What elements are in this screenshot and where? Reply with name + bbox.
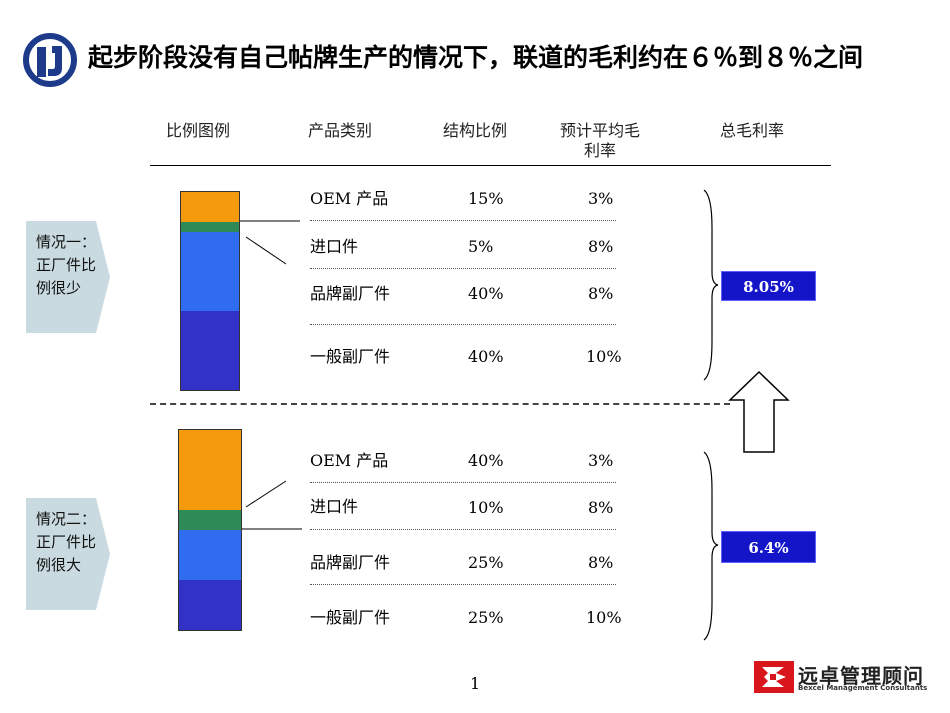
s1-row1-margin: 3% bbox=[588, 189, 614, 208]
scenario1-label-arrow bbox=[26, 221, 110, 333]
scenario1-segment-general bbox=[181, 311, 239, 390]
s1-row3-share: 40% bbox=[468, 284, 504, 303]
scenario1-bracket bbox=[703, 189, 719, 381]
header-margin-line1: 预计平均毛 bbox=[559, 121, 640, 140]
scenario2-total: 6.4% bbox=[721, 531, 816, 563]
page-title: 起步阶段没有自己帖牌生产的情况下，联道的毛利约在６％到８％之间 bbox=[88, 43, 864, 72]
scenario2-label-arrow bbox=[26, 498, 110, 610]
scenario1-stacked-bar bbox=[180, 191, 240, 391]
scenario2-segment-brand bbox=[179, 530, 241, 580]
scenario1-label-text: 情况一：正厂件比例很少 bbox=[36, 233, 97, 297]
brand-name-en: Bexcel Management Consultants bbox=[798, 684, 928, 692]
scenario2-stacked-bar bbox=[178, 429, 242, 631]
scenario1-total: 8.05% bbox=[721, 271, 816, 301]
s1-row4-share: 40% bbox=[468, 347, 504, 366]
brand-logo-icon bbox=[754, 661, 794, 693]
scenario2-label: 情况二：正厂件比例很大 bbox=[26, 498, 110, 610]
s1-row4-margin: 10% bbox=[586, 347, 622, 366]
scenario2-segment-general bbox=[179, 580, 241, 630]
header-category: 产品类别 bbox=[308, 121, 373, 140]
scenario1-label: 情况一：正厂件比例很少 bbox=[26, 221, 110, 333]
brand-footer: 远卓管理顾问 Bexcel Management Consultants bbox=[754, 660, 928, 694]
s2-row2-category: 进口件 bbox=[310, 497, 359, 516]
s1-row3-divider bbox=[310, 324, 616, 325]
s2-row3-margin: 8% bbox=[588, 553, 614, 572]
s1-row2-category: 进口件 bbox=[310, 237, 359, 256]
scenario2-segment-oem bbox=[179, 430, 241, 510]
s1-row2-margin: 8% bbox=[588, 237, 614, 256]
s2-row1-category: OEM 产品 bbox=[310, 451, 389, 470]
s2-row2-margin: 8% bbox=[588, 498, 614, 517]
s1-row3-category: 品牌副厂件 bbox=[310, 284, 391, 303]
s2-row4-margin: 10% bbox=[586, 608, 622, 627]
s2-row3-share: 25% bbox=[468, 553, 504, 572]
scenario1-segment-oem bbox=[181, 192, 239, 222]
scenario2-segment-import bbox=[179, 510, 241, 530]
company-logo-icon bbox=[23, 33, 77, 87]
s2-row3-divider bbox=[310, 584, 616, 585]
s1-row2-divider bbox=[310, 268, 616, 269]
scenario2-label-text: 情况二：正厂件比例很大 bbox=[36, 510, 97, 574]
s2-row1-margin: 3% bbox=[588, 451, 614, 470]
scenario2-bracket bbox=[703, 451, 719, 641]
scenario1-segment-brand bbox=[181, 232, 239, 311]
scenario1-callout-lines bbox=[240, 220, 300, 265]
page-number: 1 bbox=[470, 674, 481, 693]
up-arrow-icon bbox=[728, 370, 790, 453]
scenario1-segment-import bbox=[181, 222, 239, 232]
s2-row2-divider bbox=[310, 529, 616, 530]
s2-row1-share: 40% bbox=[468, 451, 504, 470]
header-divider bbox=[150, 165, 831, 166]
s2-row4-category: 一般副厂件 bbox=[310, 608, 391, 627]
s1-row4-category: 一般副厂件 bbox=[310, 347, 391, 366]
header-share: 结构比例 bbox=[443, 121, 508, 140]
s2-row3-category: 品牌副厂件 bbox=[310, 553, 391, 572]
s1-row1-category: OEM 产品 bbox=[310, 189, 389, 208]
brand-name-cn: 远卓管理顾问 bbox=[798, 664, 924, 688]
header-total: 总毛利率 bbox=[720, 121, 785, 140]
scenario2-callout-lines bbox=[242, 480, 302, 530]
scenario-separator bbox=[150, 403, 730, 405]
s1-row3-margin: 8% bbox=[588, 284, 614, 303]
s2-row2-share: 10% bbox=[468, 498, 504, 517]
header-margin-line2: 利率 bbox=[583, 141, 616, 160]
header-margin: 预计平均毛 利率 bbox=[548, 121, 652, 161]
s1-row2-share: 5% bbox=[468, 237, 494, 256]
s1-row1-divider bbox=[310, 220, 616, 221]
s2-row1-divider bbox=[310, 482, 616, 483]
header-chart: 比例图例 bbox=[166, 121, 231, 140]
s2-row4-share: 25% bbox=[468, 608, 504, 627]
s1-row1-share: 15% bbox=[468, 189, 504, 208]
